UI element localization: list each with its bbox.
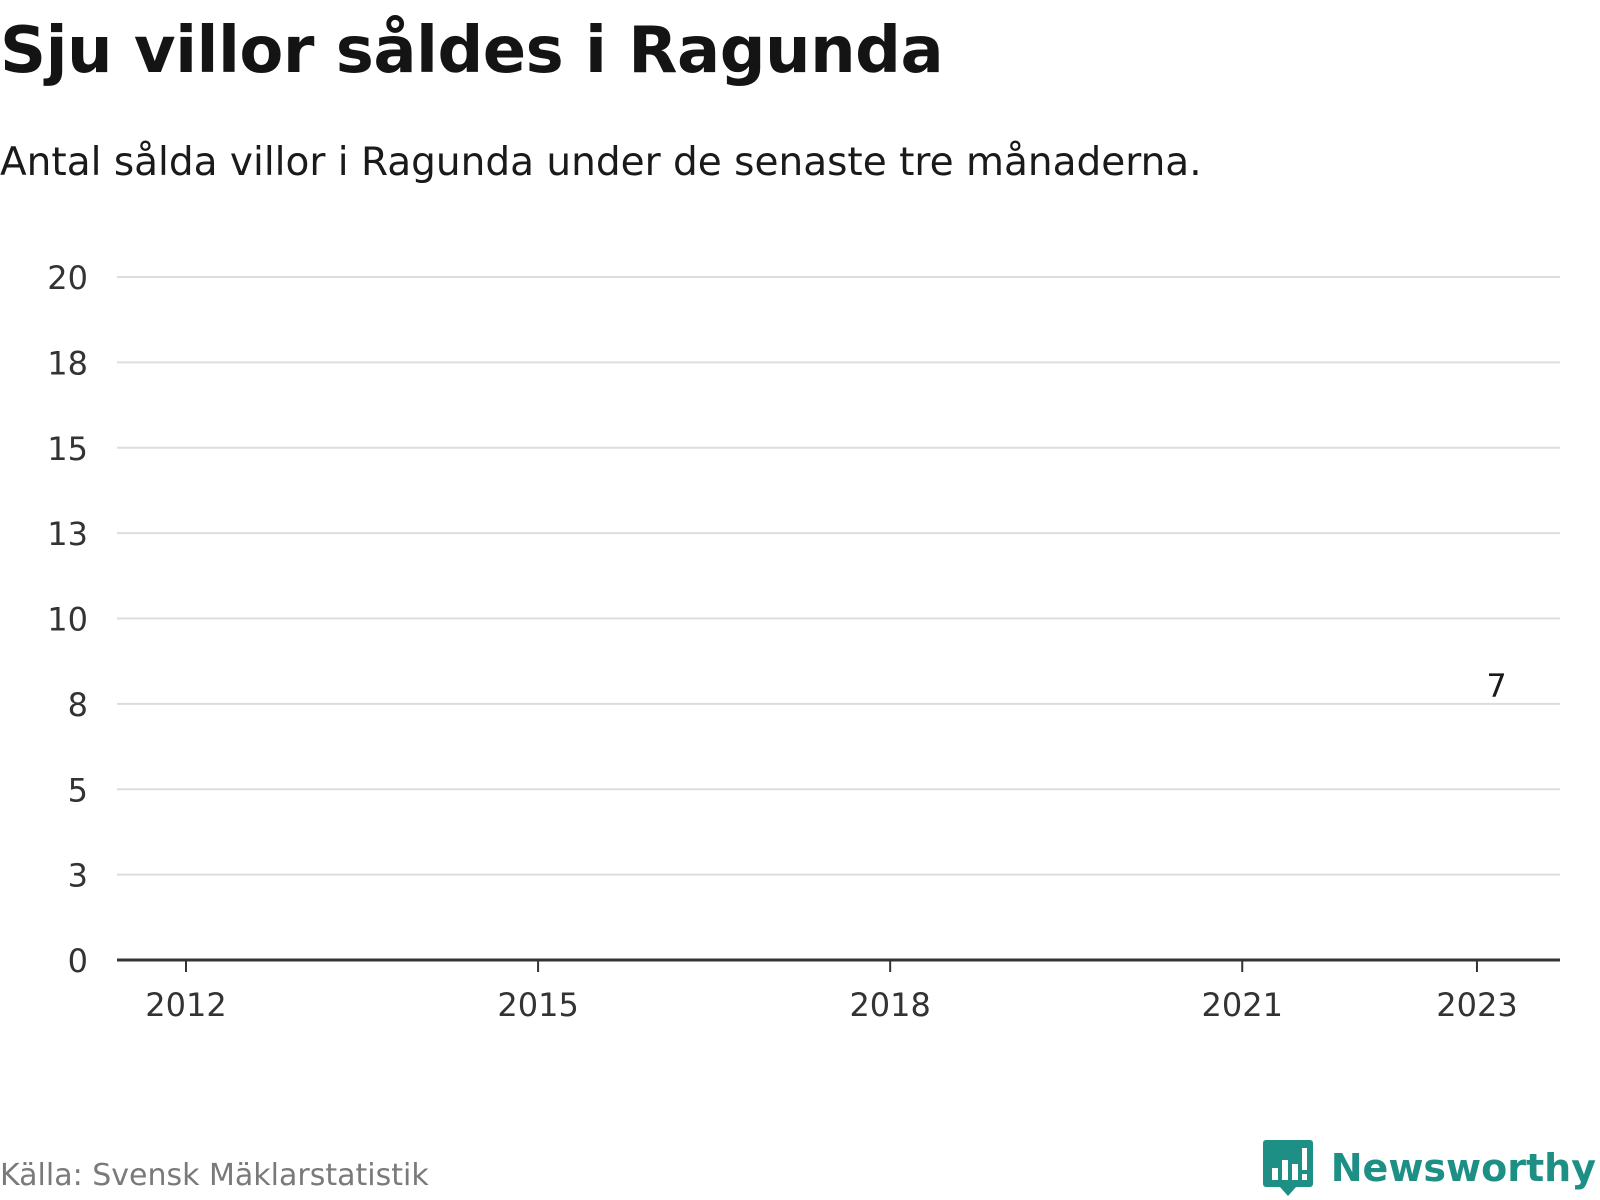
y-tick-label: 3	[68, 857, 88, 895]
y-tick-label: 5	[68, 771, 88, 809]
x-tick-label: 2012	[145, 986, 226, 1024]
y-tick-label: 13	[47, 515, 88, 553]
y-tick-label: 8	[68, 686, 88, 724]
brand-name: Newsworthy	[1330, 1146, 1596, 1190]
bar-chart: 0 3 5 8 10 13 15 18 20 2012 2015 2018 2021 2023 7	[47, 259, 1560, 1024]
data-labels: 7	[1486, 667, 1506, 705]
highlight-value-label: 7	[1486, 667, 1506, 705]
chart-title: Sju villor såldes i Ragunda	[0, 14, 944, 88]
y-tick-label: 15	[47, 430, 88, 468]
x-tick-label: 2018	[849, 986, 930, 1024]
x-axis-ticks: 2012 2015 2018 2021 2023	[145, 960, 1518, 1024]
x-tick-label: 2021	[1202, 986, 1283, 1024]
x-tick-label: 2023	[1436, 986, 1517, 1024]
source-note: Källa: Svensk Mäklarstatistik	[0, 1158, 429, 1193]
y-tick-label: 20	[47, 259, 88, 297]
x-tick-label: 2015	[497, 986, 578, 1024]
y-axis-ticks: 0 3 5 8 10 13 15 18 20	[47, 259, 88, 980]
gridlines	[117, 276, 1560, 876]
brand-logo[interactable]: Newsworthy	[1262, 1140, 1596, 1196]
chart-subtitle: Antal sålda villor i Ragunda under de se…	[0, 140, 1202, 185]
y-tick-label: 10	[47, 601, 88, 639]
newsworthy-logo-icon	[1262, 1140, 1313, 1196]
y-tick-label: 0	[68, 942, 88, 980]
y-tick-label: 18	[47, 344, 88, 382]
